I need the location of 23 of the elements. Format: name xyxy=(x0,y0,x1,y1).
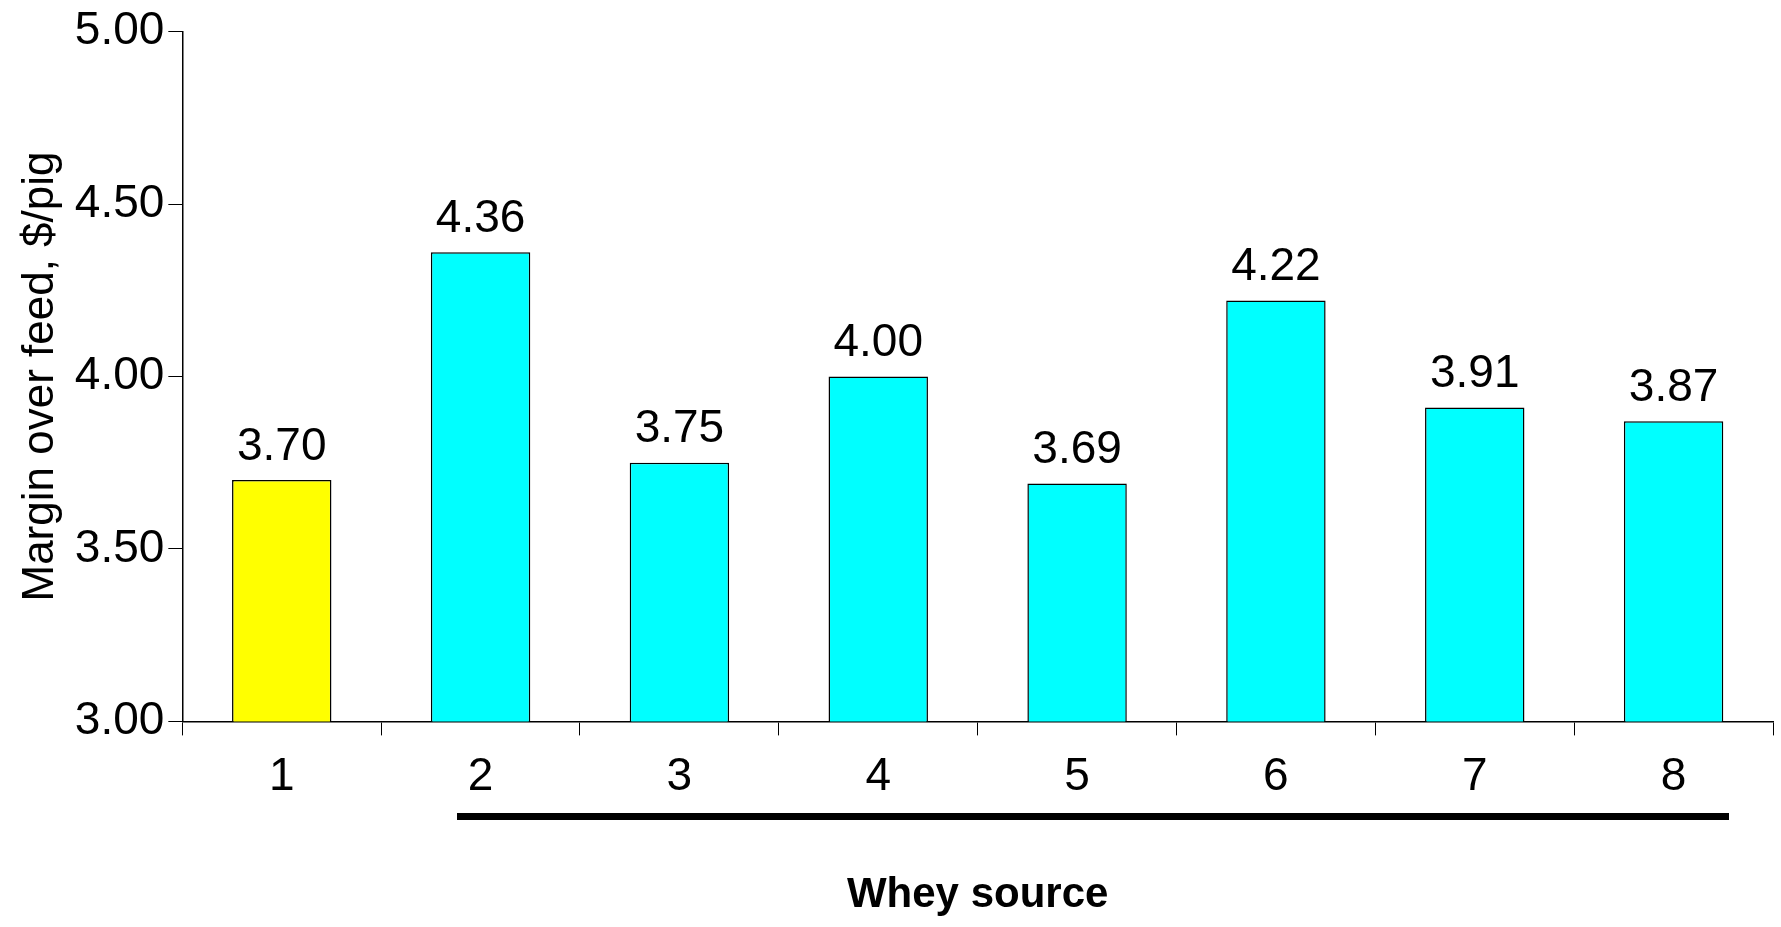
x-tick-label: 7 xyxy=(1461,747,1488,800)
x-tick-label: 3 xyxy=(666,747,693,800)
x-tick-label: 5 xyxy=(1064,747,1090,800)
data-label: 3.87 xyxy=(1628,359,1719,412)
x-axis-title: Whey source xyxy=(846,869,1109,917)
x-tick-label: 1 xyxy=(268,747,295,800)
data-label: 3.91 xyxy=(1429,345,1520,398)
data-label: 4.22 xyxy=(1231,238,1321,291)
x-tick-label: 4 xyxy=(865,747,892,800)
x-tick-label: 8 xyxy=(1660,747,1687,800)
y-axis-title: Margin over feed, $/pig xyxy=(12,151,62,602)
y-tick-label: 4.00 xyxy=(74,347,165,400)
y-tick-label: 4.50 xyxy=(74,174,165,227)
data-label: 3.69 xyxy=(1032,421,1122,474)
x-tick-label: 6 xyxy=(1263,747,1289,800)
data-label: 4.00 xyxy=(833,314,924,367)
y-tick-label: 3.50 xyxy=(74,519,165,572)
data-label: 4.36 xyxy=(435,190,526,243)
y-tick-label: 5.00 xyxy=(74,2,165,55)
data-label: 3.70 xyxy=(236,417,327,470)
x-tick-label: 2 xyxy=(467,747,494,800)
y-tick-label: 3.00 xyxy=(74,692,165,745)
data-label: 3.75 xyxy=(634,400,725,453)
